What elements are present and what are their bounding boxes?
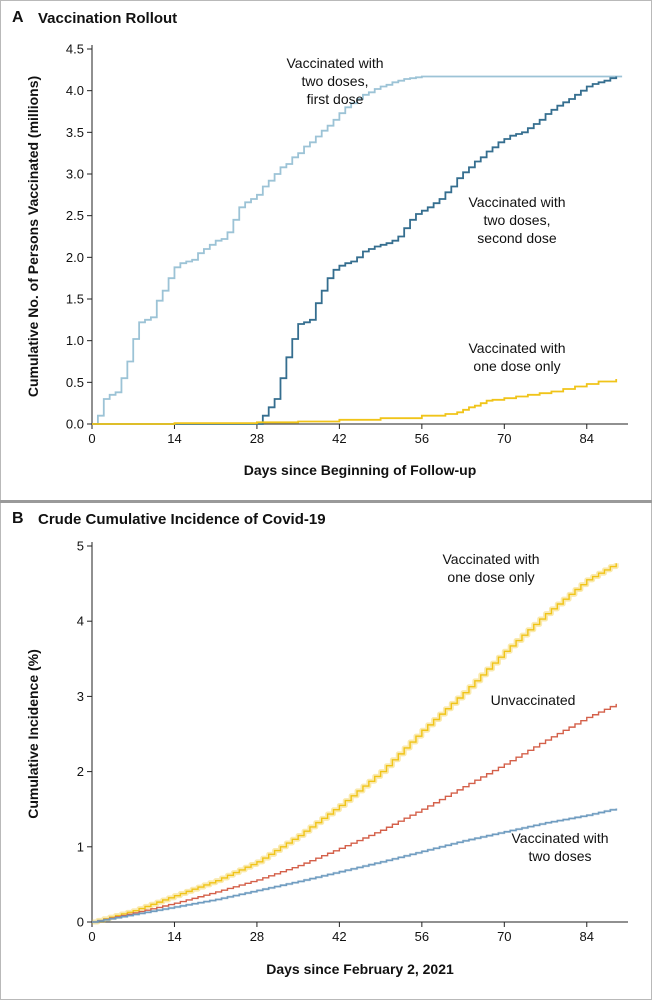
y-tick-label: 4	[77, 614, 84, 629]
annotation-1: Vaccinated with two doses, first dose	[286, 55, 383, 107]
x-tick-label: 70	[497, 431, 511, 446]
x-tick-label: 14	[167, 431, 181, 446]
y-axis-label: Cumulative Incidence (%)	[25, 649, 41, 819]
x-tick-label: 0	[88, 431, 95, 446]
annotation-3: Vaccinated with two doses	[511, 830, 608, 864]
y-tick-label: 1.0	[66, 333, 84, 348]
series-line-vaccinated-with-one-dose-only	[92, 379, 618, 425]
y-tick-label: 4.5	[66, 42, 84, 57]
x-axis-label: Days since Beginning of Follow-up	[244, 462, 477, 478]
x-tick-label: 70	[497, 929, 511, 944]
y-tick-label: 3	[77, 689, 84, 704]
x-tick-label: 42	[332, 431, 346, 446]
annotation-line: Unvaccinated	[491, 692, 576, 708]
x-tick-label: 84	[580, 929, 594, 944]
y-tick-label: 0.0	[66, 417, 84, 432]
y-tick-label: 2	[77, 764, 84, 779]
x-tick-label: 28	[250, 431, 264, 446]
y-tick-label: 5	[77, 539, 84, 554]
y-tick-label: 0.5	[66, 375, 84, 390]
annotation-line: two doses,	[302, 73, 369, 89]
panel-b-chart: 0 14 28 42 56 70 84 0 1 2 3 4 5 Days since February 2…	[25, 539, 628, 977]
annotation-2: Unvaccinated	[491, 692, 576, 708]
y-tick-label: 2.0	[66, 250, 84, 265]
annotation-line: second dose	[477, 230, 557, 246]
series-line-unvaccinated	[92, 703, 617, 923]
panel-a-chart: 0 14 28 42 56 70 84 0.0 0.5 1.0 1.5 2.0 2.5 3.0 3.5 4.0…	[25, 42, 628, 478]
x-tick-label: 14	[167, 929, 181, 944]
panel-a-title: Vaccination Rollout	[38, 10, 178, 27]
annotation-line: Vaccinated with	[442, 551, 539, 567]
panel-b: B Crude Cumulative Incidence of Covid-19…	[0, 503, 652, 1000]
y-tick-label: 1.5	[66, 292, 84, 307]
x-tick-label: 0	[88, 929, 95, 944]
series-line-vaccinated-with-one-dose-only	[92, 563, 617, 923]
annotation-line: first dose	[307, 91, 364, 107]
y-tick-label: 4.0	[66, 83, 84, 98]
x-tick-label: 28	[250, 929, 264, 944]
panel-a: A Vaccination Rollout 0 14 28 42 56 70 84 0.0 0.…	[12, 9, 628, 478]
panel-a-letter: A	[12, 9, 24, 26]
annotation-line: one dose only	[447, 569, 534, 585]
annotation-line: two doses,	[484, 212, 551, 228]
annotation-2: Vaccinated with two doses, second dose	[468, 194, 565, 246]
y-tick-label: 2.5	[66, 208, 84, 223]
y-tick-label: 0	[77, 915, 84, 930]
y-tick-label: 3.0	[66, 167, 84, 182]
y-axis-label: Cumulative No. of Persons Vaccinated (mi…	[25, 76, 41, 397]
panel-b-title: Crude Cumulative Incidence of Covid-19	[38, 511, 326, 528]
annotation-line: Vaccinated with	[511, 830, 608, 846]
annotation-line: Vaccinated with	[468, 340, 565, 356]
y-tick-label: 1	[77, 839, 84, 854]
annotation-line: Vaccinated with	[468, 194, 565, 210]
series-line-vaccinated-with-two-doses-first-dose	[92, 75, 623, 425]
x-axis-label: Days since February 2, 2021	[266, 961, 454, 977]
x-tick-label: 42	[332, 929, 346, 944]
y-tick-label: 3.5	[66, 125, 84, 140]
series-line-vaccinated-with-two-doses-second-dose	[92, 76, 618, 425]
annotation-line: two doses	[528, 848, 591, 864]
x-tick-label: 56	[415, 929, 429, 944]
panel-b-letter: B	[12, 510, 24, 527]
panel-divider	[0, 500, 652, 503]
annotation-1: Vaccinated with one dose only	[442, 551, 539, 585]
annotation-line: one dose only	[473, 358, 560, 374]
annotation-3: Vaccinated with one dose only	[468, 340, 565, 374]
x-tick-label: 84	[580, 431, 594, 446]
x-tick-label: 56	[415, 431, 429, 446]
annotation-line: Vaccinated with	[286, 55, 383, 71]
series-line-vaccinated-with-two-doses	[92, 808, 617, 923]
